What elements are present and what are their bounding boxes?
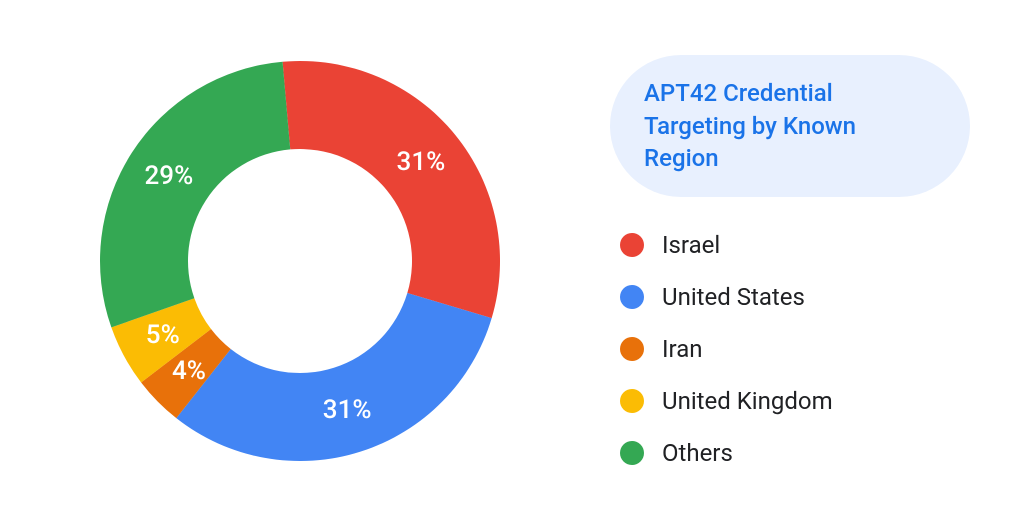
legend-item: Iran (620, 335, 833, 363)
legend-swatch (620, 389, 644, 413)
legend-label: United States (662, 283, 805, 311)
legend-label: Iran (662, 335, 703, 363)
legend-swatch (620, 233, 644, 257)
slice-label: 31% (397, 147, 446, 177)
slice-label: 31% (323, 395, 372, 425)
donut-chart: 31% 31% 4% 5% 29% (80, 41, 520, 481)
legend-label: United Kingdom (662, 387, 833, 415)
legend-label: Others (662, 439, 733, 467)
legend-item: United Kingdom (620, 387, 833, 415)
legend-item: United States (620, 283, 833, 311)
legend-swatch (620, 285, 644, 309)
legend-swatch (620, 337, 644, 361)
legend-item: Others (620, 439, 833, 467)
legend-label: Israel (662, 231, 720, 259)
donut-slice (100, 62, 290, 328)
legend-item: Israel (620, 231, 833, 259)
donut-slice (176, 293, 491, 461)
slice-label: 29% (145, 161, 194, 191)
legend-swatch (620, 441, 644, 465)
legend-panel: APT42 Credential Targeting by Known Regi… (610, 55, 970, 466)
chart-title: APT42 Credential Targeting by Known Regi… (610, 55, 970, 196)
donut-slice (283, 61, 500, 318)
donut-svg (80, 41, 520, 481)
slice-label: 5% (146, 320, 180, 350)
slice-label: 4% (172, 356, 206, 386)
legend-items: Israel United States Iran United Kingdom Oth… (610, 231, 833, 467)
